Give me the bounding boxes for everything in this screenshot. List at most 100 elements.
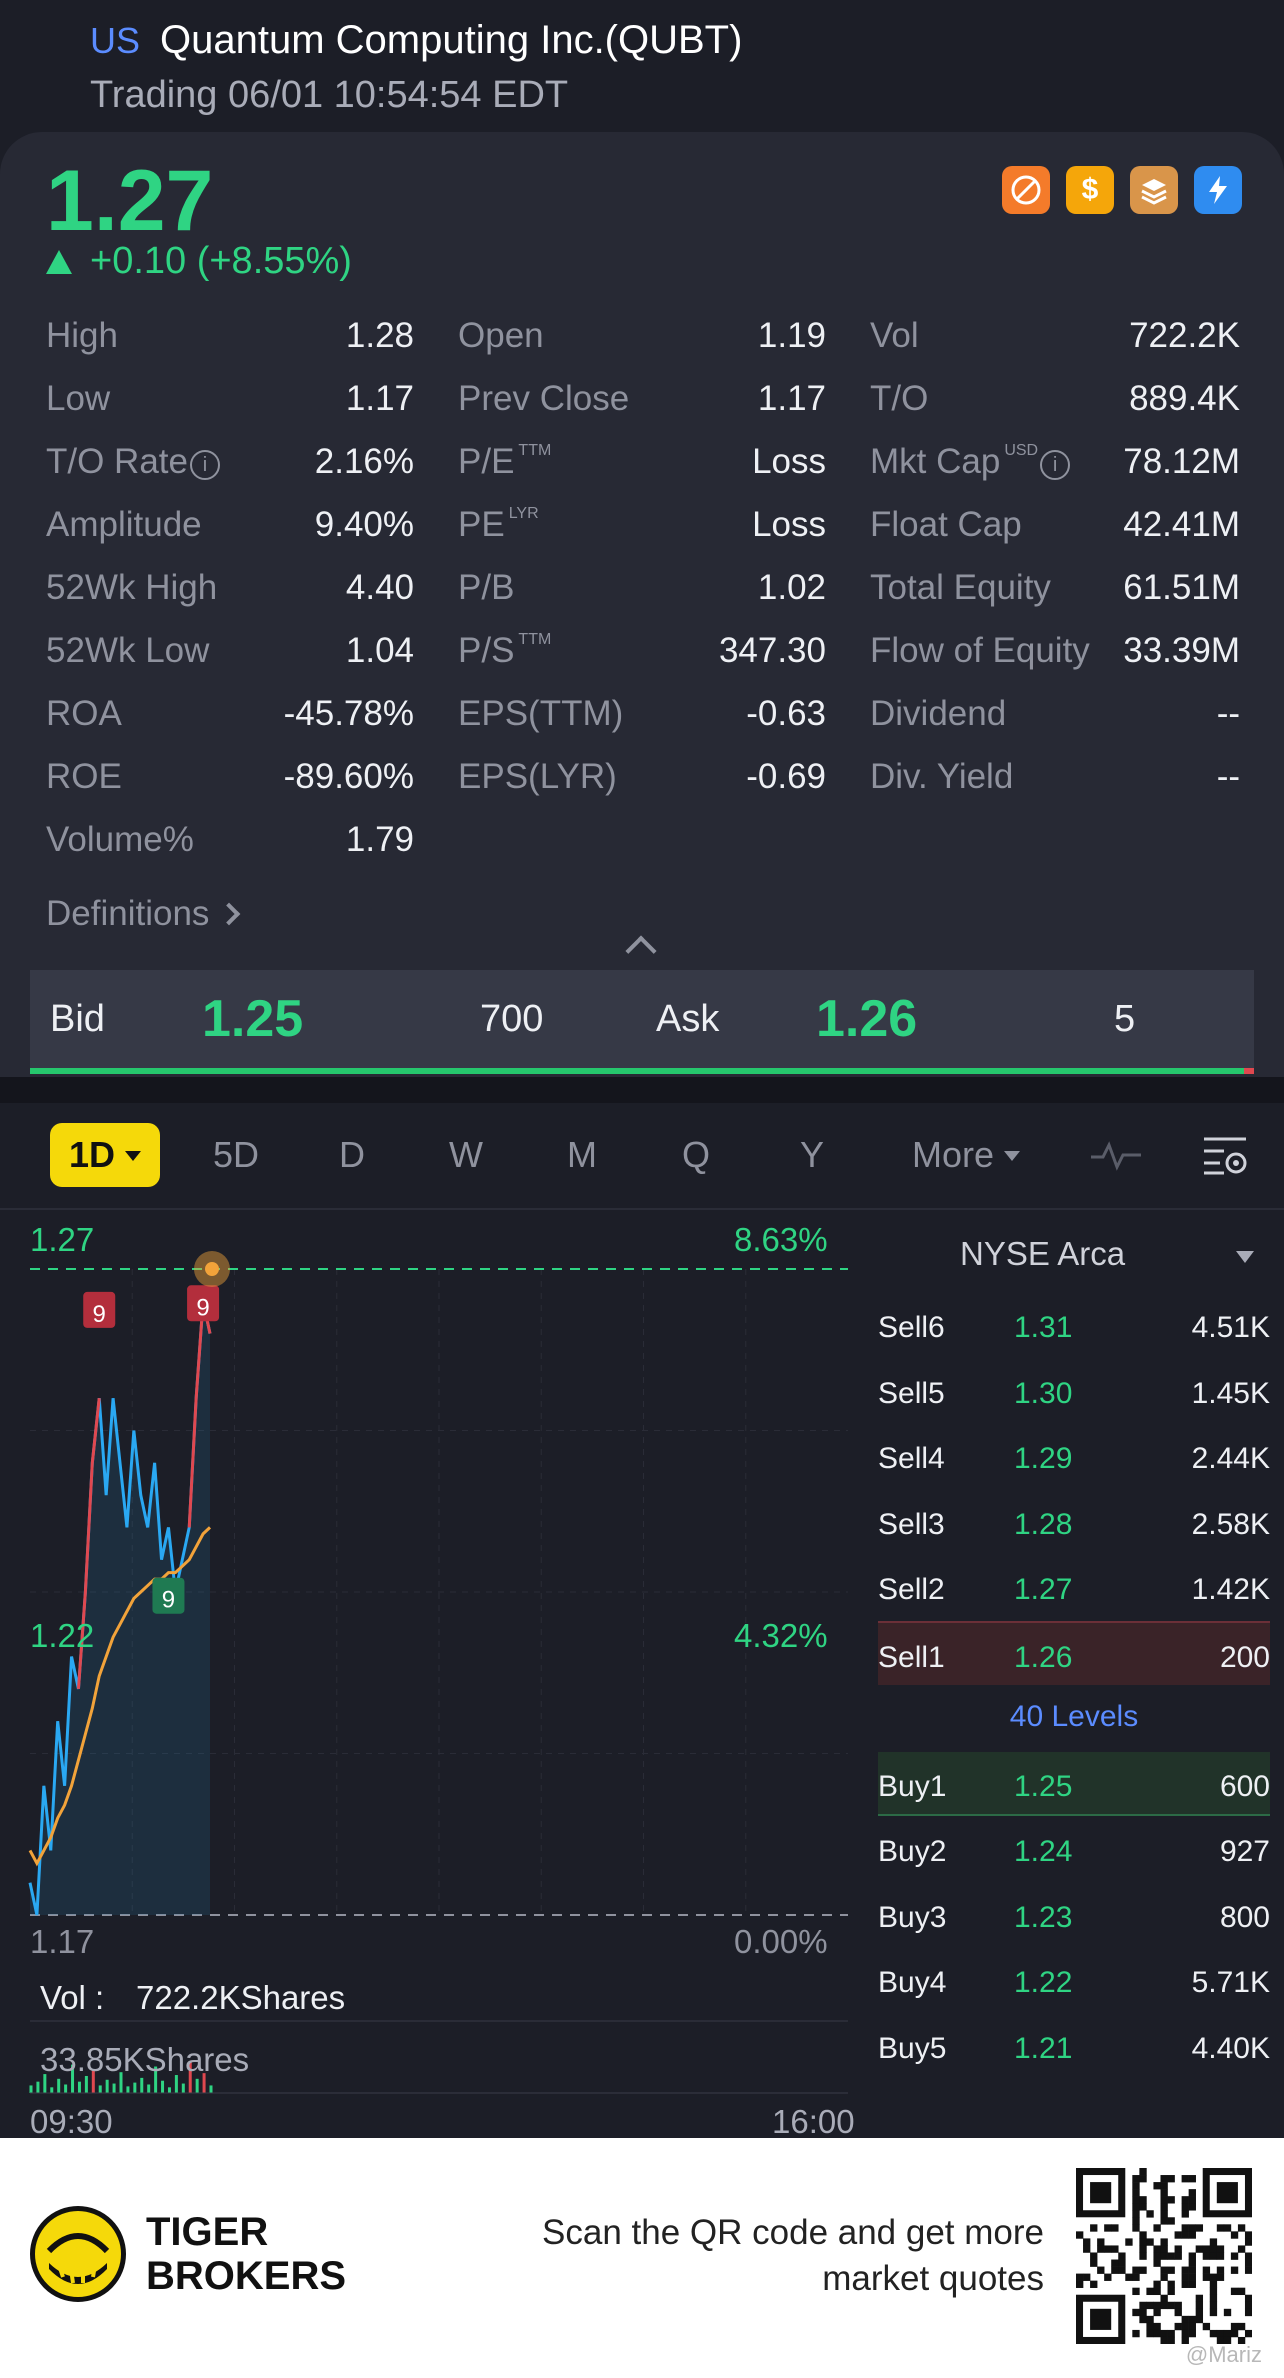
qr-module bbox=[1139, 2245, 1147, 2253]
qr-module bbox=[1174, 2252, 1182, 2260]
definitions-link[interactable]: Definitions bbox=[46, 894, 241, 934]
qr-module bbox=[1132, 2210, 1140, 2218]
order-book-row[interactable]: Sell5 1.30 1.45K bbox=[878, 1359, 1270, 1423]
qr-module bbox=[1097, 2266, 1105, 2274]
stat-label: ROA bbox=[46, 693, 122, 733]
stat-value: 78.12M bbox=[1123, 441, 1240, 481]
order-book-row[interactable]: Sell2 1.27 1.42K bbox=[878, 1555, 1270, 1619]
stat-value: 1.79 bbox=[345, 819, 414, 859]
intraday-chart[interactable]: 9 9 9 1.27 8.63% 1.22 4.32% 1.17 0.00% Vol… bbox=[0, 1213, 860, 2143]
stat-label: High bbox=[46, 315, 118, 355]
qr-module bbox=[1195, 2294, 1204, 2303]
volume-bar bbox=[147, 2084, 151, 2093]
order-book-row[interactable]: Buy5 1.21 4.40K bbox=[878, 2014, 1270, 2078]
order-book-row[interactable]: Buy3 1.23 800 bbox=[878, 1883, 1270, 1947]
qr-module bbox=[1160, 2189, 1168, 2197]
collapse-caret-icon[interactable] bbox=[625, 935, 657, 967]
tab-y[interactable]: Y bbox=[799, 1134, 824, 1175]
qr-module bbox=[1132, 2175, 1140, 2183]
volume-bar bbox=[119, 2072, 123, 2093]
qr-module bbox=[1181, 2266, 1189, 2274]
book-price: 1.28 bbox=[1014, 1507, 1073, 1541]
stat-value: Loss bbox=[752, 441, 826, 481]
qr-module bbox=[1083, 2238, 1091, 2246]
order-book-row[interactable]: Sell1 1.26 200 bbox=[878, 1620, 1270, 1685]
order-book-row[interactable]: Sell6 1.31 4.51K bbox=[878, 1293, 1270, 1357]
stat-item: 52Wk Low 1.04 bbox=[46, 631, 414, 671]
book-size: 4.40K bbox=[1191, 2031, 1270, 2065]
volume-bar bbox=[209, 2085, 213, 2093]
volume-bar bbox=[154, 2066, 158, 2093]
qr-module bbox=[1146, 2301, 1154, 2310]
order-book-row[interactable]: Buy1 1.25 600 bbox=[878, 1751, 1270, 1816]
order-book-row[interactable]: Buy2 1.24 927 bbox=[878, 1817, 1270, 1881]
info-icon[interactable]: i bbox=[189, 449, 220, 480]
book-level: Buy2 bbox=[878, 1835, 947, 1868]
stat-item: Dividend -- bbox=[870, 694, 1240, 734]
qr-module bbox=[1111, 2245, 1119, 2253]
qr-module bbox=[1188, 2259, 1196, 2267]
qr-module bbox=[1076, 2231, 1084, 2239]
volume-bar bbox=[36, 2081, 40, 2093]
book-level: Sell3 bbox=[878, 1507, 945, 1541]
tab-5d[interactable]: 5D bbox=[212, 1134, 260, 1175]
book-size: 927 bbox=[1219, 1835, 1270, 1868]
stat-value: 1.17 bbox=[345, 378, 414, 418]
stats-row: 52Wk Low 1.04 P/S TTM 347.30 Flow of Equity 33… bbox=[46, 619, 1240, 682]
tab-d[interactable]: D bbox=[339, 1134, 365, 1175]
qr-module bbox=[1181, 2273, 1189, 2281]
promo-line-1: Scan the QR code and get more bbox=[542, 2213, 1044, 2252]
qr-module bbox=[1118, 2266, 1126, 2274]
info-icon[interactable]: i bbox=[1040, 449, 1071, 480]
qr-module bbox=[1167, 2217, 1175, 2225]
tab-w[interactable]: W bbox=[449, 1134, 483, 1175]
book-price: 1.29 bbox=[1014, 1442, 1073, 1475]
qr-module bbox=[1216, 2224, 1225, 2232]
stat-item: Div. Yield -- bbox=[870, 757, 1240, 797]
qr-module bbox=[1153, 2329, 1161, 2338]
flash-icon[interactable] bbox=[1194, 166, 1242, 214]
qr-module bbox=[1167, 2301, 1175, 2310]
qr-module bbox=[1188, 2175, 1196, 2183]
indicator-icon[interactable] bbox=[1084, 1123, 1148, 1187]
dollar-icon[interactable]: $ bbox=[1066, 166, 1114, 214]
stack-icon[interactable] bbox=[1130, 166, 1178, 214]
qr-module bbox=[1076, 2280, 1084, 2288]
ask-size: 5 bbox=[1114, 998, 1136, 1040]
chart-settings-icon[interactable] bbox=[1196, 1123, 1256, 1187]
no-short-icon[interactable] bbox=[1002, 166, 1050, 214]
qr-module bbox=[1146, 2210, 1154, 2218]
tabs-divider bbox=[0, 1208, 1284, 1210]
exchange-selector[interactable]: NYSE Arca bbox=[878, 1223, 1270, 1281]
volume-bar bbox=[98, 2085, 102, 2093]
chart-canvas[interactable]: 9 9 9 bbox=[0, 1213, 860, 2143]
qr-module bbox=[1153, 2252, 1161, 2260]
stats-row: ROE -89.60% EPS(LYR) -0.69 Div. Yield -- bbox=[46, 745, 1240, 808]
tab-q[interactable]: Q bbox=[681, 1134, 710, 1175]
volume-bar bbox=[29, 2085, 33, 2093]
qr-module bbox=[1181, 2175, 1189, 2183]
qr-module bbox=[1090, 2280, 1098, 2288]
qr-module bbox=[1195, 2308, 1204, 2317]
qr-module bbox=[1160, 2273, 1168, 2281]
qr-module bbox=[1216, 2336, 1225, 2344]
qr-module bbox=[1237, 2322, 1246, 2331]
order-book-row[interactable]: Sell3 1.28 2.58K bbox=[878, 1490, 1270, 1554]
qr-module bbox=[1188, 2322, 1196, 2331]
trading-status: Trading 06/01 10:54:54 EDT bbox=[90, 74, 569, 116]
qr-module bbox=[1090, 2252, 1098, 2260]
tab-1d[interactable]: 1D bbox=[50, 1123, 160, 1187]
volume-bar bbox=[161, 2080, 165, 2093]
qr-module bbox=[1132, 2329, 1140, 2338]
order-book-row[interactable]: Sell4 1.29 2.44K bbox=[878, 1424, 1270, 1488]
book-level: Sell5 bbox=[878, 1376, 945, 1410]
stock-title[interactable]: Quantum Computing Inc.(QUBT) bbox=[160, 18, 743, 62]
tab-m[interactable]: M bbox=[567, 1134, 597, 1175]
book-price: 1.30 bbox=[1014, 1376, 1073, 1410]
book-price: 1.31 bbox=[1014, 1311, 1073, 1344]
qr-module bbox=[1209, 2273, 1218, 2281]
tab-more[interactable]: More bbox=[896, 1123, 1036, 1187]
stat-label: T/O bbox=[870, 378, 929, 418]
order-book-row[interactable]: Buy4 1.22 5.71K bbox=[878, 1948, 1270, 2012]
levels-toggle[interactable]: 40 Levels bbox=[1009, 1700, 1139, 1733]
